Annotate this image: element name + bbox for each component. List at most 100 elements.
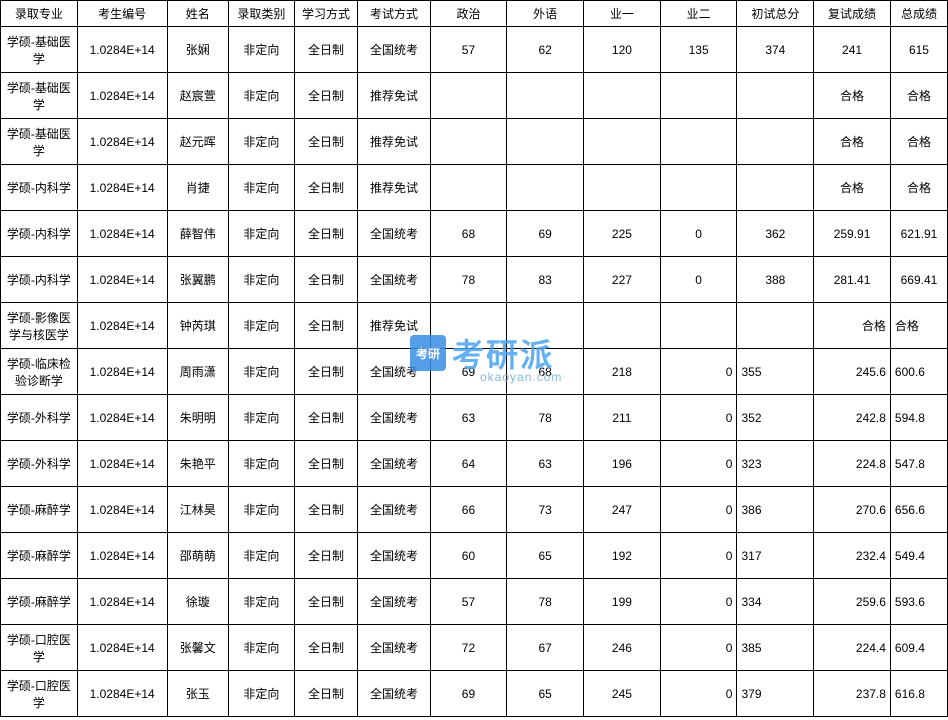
cell-lang: 68 [507,349,584,395]
cell-init: 374 [737,27,814,73]
cell-pol: 64 [430,441,507,487]
cell-major: 学硕-内科学 [1,165,78,211]
cell-init: 385 [737,625,814,671]
cell-sub2: 0 [660,441,737,487]
cell-lang: 69 [507,211,584,257]
cell-exam: 全国统考 [358,671,430,717]
cell-retest: 259.91 [814,211,891,257]
cell-study: 全日制 [294,165,358,211]
table-row: 学硕-内科学1.0284E+14肖捷非定向全日制推荐免试合格合格 [1,165,948,211]
cell-type: 非定向 [228,579,294,625]
cell-total: 615 [890,27,947,73]
cell-sub2 [660,119,737,165]
cell-id: 1.0284E+14 [77,533,167,579]
col-id: 考生编号 [77,1,167,27]
table-row: 学硕-基础医学1.0284E+14张娴非定向全日制全国统考57621201353… [1,27,948,73]
cell-name: 周雨潇 [167,349,228,395]
col-total-score: 总成绩 [890,1,947,27]
cell-init: 323 [737,441,814,487]
cell-pol: 57 [430,579,507,625]
cell-exam: 全国统考 [358,441,430,487]
cell-sub2: 0 [660,395,737,441]
cell-type: 非定向 [228,303,294,349]
cell-init [737,165,814,211]
cell-sub1: 199 [584,579,661,625]
cell-type: 非定向 [228,211,294,257]
cell-init: 388 [737,257,814,303]
cell-name: 朱艳平 [167,441,228,487]
cell-id: 1.0284E+14 [77,73,167,119]
cell-exam: 推荐免试 [358,119,430,165]
table-row: 学硕-基础医学1.0284E+14赵元晖非定向全日制推荐免试合格合格 [1,119,948,165]
cell-major: 学硕-基础医学 [1,27,78,73]
cell-lang: 67 [507,625,584,671]
cell-exam: 全国统考 [358,487,430,533]
cell-total: 合格 [890,165,947,211]
cell-study: 全日制 [294,211,358,257]
cell-major: 学硕-内科学 [1,257,78,303]
cell-exam: 全国统考 [358,349,430,395]
cell-major: 学硕-内科学 [1,211,78,257]
cell-type: 非定向 [228,257,294,303]
cell-major: 学硕-口腔医学 [1,625,78,671]
table-row: 学硕-麻醉学1.0284E+14邵萌萌非定向全日制全国统考60651920317… [1,533,948,579]
cell-retest: 合格 [814,303,891,349]
cell-major: 学硕-麻醉学 [1,487,78,533]
col-major: 录取专业 [1,1,78,27]
cell-exam: 推荐免试 [358,73,430,119]
cell-pol [430,73,507,119]
cell-total: 547.8 [890,441,947,487]
cell-sub2: 0 [660,257,737,303]
cell-id: 1.0284E+14 [77,303,167,349]
cell-init: 352 [737,395,814,441]
cell-pol: 69 [430,671,507,717]
cell-lang: 65 [507,533,584,579]
cell-total: 609.4 [890,625,947,671]
cell-study: 全日制 [294,487,358,533]
cell-pol [430,303,507,349]
cell-sub1: 247 [584,487,661,533]
cell-retest: 242.8 [814,395,891,441]
cell-total: 600.6 [890,349,947,395]
cell-name: 赵宸萱 [167,73,228,119]
cell-retest: 合格 [814,119,891,165]
cell-id: 1.0284E+14 [77,625,167,671]
cell-pol: 57 [430,27,507,73]
cell-sub1: 245 [584,671,661,717]
cell-type: 非定向 [228,119,294,165]
cell-init: 386 [737,487,814,533]
cell-init [737,303,814,349]
cell-id: 1.0284E+14 [77,579,167,625]
cell-name: 张翼鹏 [167,257,228,303]
cell-sub1: 246 [584,625,661,671]
cell-id: 1.0284E+14 [77,257,167,303]
cell-exam: 推荐免试 [358,303,430,349]
cell-id: 1.0284E+14 [77,349,167,395]
cell-id: 1.0284E+14 [77,119,167,165]
cell-total: 621.91 [890,211,947,257]
cell-sub1: 218 [584,349,661,395]
cell-id: 1.0284E+14 [77,671,167,717]
cell-retest: 237.8 [814,671,891,717]
cell-study: 全日制 [294,533,358,579]
cell-sub1 [584,165,661,211]
col-foreign-lang: 外语 [507,1,584,27]
cell-pol: 78 [430,257,507,303]
cell-sub1 [584,303,661,349]
table-row: 学硕-内科学1.0284E+14薛智伟非定向全日制全国统考68692250362… [1,211,948,257]
cell-major: 学硕-口腔医学 [1,671,78,717]
cell-sub2: 0 [660,671,737,717]
cell-study: 全日制 [294,349,358,395]
cell-type: 非定向 [228,165,294,211]
col-type: 录取类别 [228,1,294,27]
cell-total: 656.6 [890,487,947,533]
cell-total: 616.8 [890,671,947,717]
cell-lang [507,303,584,349]
cell-lang: 83 [507,257,584,303]
col-study: 学习方式 [294,1,358,27]
cell-study: 全日制 [294,73,358,119]
cell-exam: 全国统考 [358,211,430,257]
cell-id: 1.0284E+14 [77,441,167,487]
cell-retest: 224.4 [814,625,891,671]
cell-exam: 全国统考 [358,625,430,671]
